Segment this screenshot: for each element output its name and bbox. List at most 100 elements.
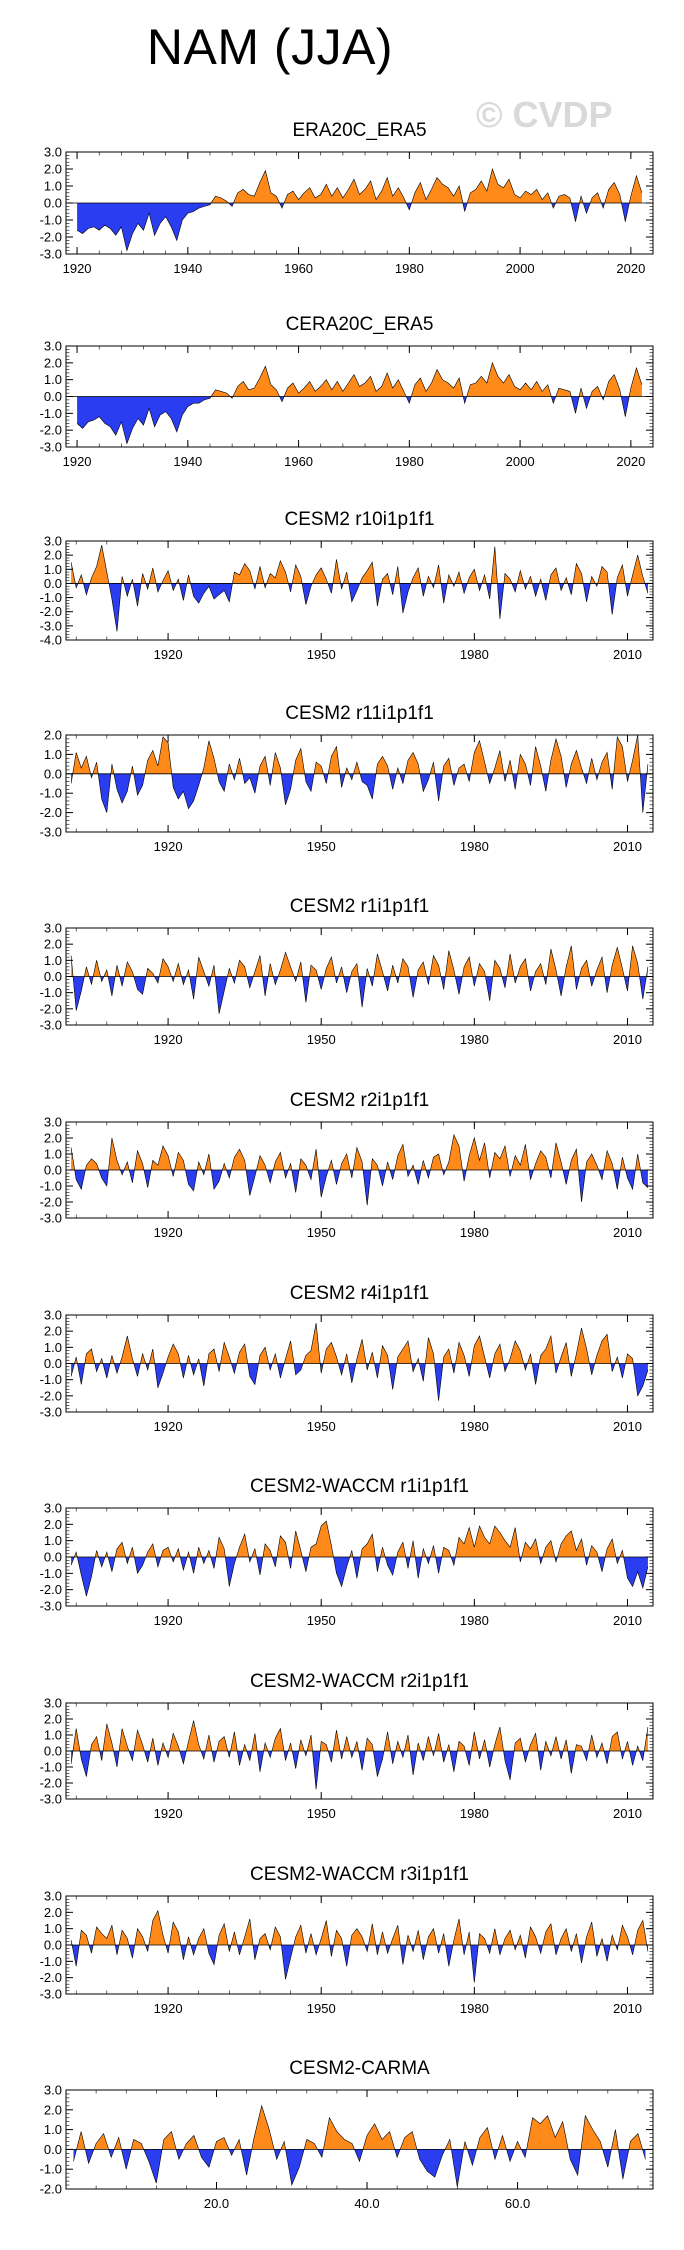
- positive-anomaly-area: [284, 177, 407, 203]
- negative-anomaly-area: [487, 773, 493, 784]
- positive-anomaly-area: [220, 1342, 232, 1364]
- negative-anomaly-area: [318, 1170, 329, 1198]
- positive-anomaly-area: [251, 1733, 258, 1751]
- negative-anomaly-area: [486, 1363, 493, 1378]
- positive-anomaly-area: [266, 560, 289, 584]
- negative-anomaly-area: [98, 1557, 106, 1567]
- negative-anomaly-area: [231, 1363, 237, 1374]
- positive-anomaly-area: [231, 1149, 246, 1170]
- negative-anomaly-area: [343, 976, 351, 993]
- negative-anomaly-area: [171, 773, 203, 809]
- x-tick-label: 2010: [613, 1225, 642, 1240]
- positive-anomaly-area: [162, 2131, 177, 2150]
- positive-anomaly-area: [581, 2115, 603, 2150]
- x-tick-label: 1980: [460, 1419, 489, 1434]
- positive-anomaly-area: [166, 1344, 181, 1364]
- negative-anomaly-area: [595, 773, 599, 780]
- negative-anomaly-area: [268, 1363, 273, 1370]
- positive-anomaly-area: [481, 1739, 487, 1751]
- negative-anomaly-area: [292, 1751, 299, 1769]
- negative-anomaly-area: [394, 2149, 401, 2158]
- positive-anomaly-area: [421, 1160, 427, 1170]
- x-tick-label: 2000: [506, 261, 535, 276]
- positive-anomaly-area: [629, 367, 642, 397]
- positive-anomaly-area: [503, 573, 512, 584]
- y-tick-label: 2.0: [44, 1712, 62, 1727]
- positive-anomaly-area: [263, 1743, 268, 1751]
- negative-anomaly-area: [274, 2149, 281, 2160]
- y-tick-label: 1.0: [44, 2122, 62, 2137]
- positive-anomaly-area: [309, 1521, 334, 1557]
- negative-anomaly-area: [279, 396, 284, 402]
- positive-anomaly-area: [610, 1935, 616, 1945]
- negative-anomaly-area: [253, 1945, 259, 1960]
- positive-anomaly-area: [506, 953, 514, 977]
- positive-anomaly-area: [615, 1357, 619, 1364]
- positive-anomaly-area: [445, 2139, 452, 2150]
- positive-anomaly-area: [215, 1537, 226, 1557]
- negative-anomaly-area: [595, 1751, 600, 1758]
- negative-anomaly-area: [180, 1945, 187, 1960]
- negative-anomaly-area: [564, 773, 570, 788]
- positive-anomaly-area: [590, 192, 602, 203]
- negative-anomaly-area: [267, 1751, 272, 1758]
- positive-anomaly-area: [141, 573, 146, 584]
- negative-anomaly-area: [435, 1557, 442, 1574]
- positive-anomaly-area: [323, 1342, 339, 1364]
- positive-anomaly-area: [569, 1149, 579, 1170]
- negative-anomaly-area: [639, 976, 647, 1000]
- positive-anomaly-area: [258, 1347, 269, 1364]
- positive-anomaly-area: [559, 1928, 570, 1945]
- positive-anomaly-area: [526, 2115, 569, 2150]
- positive-anomaly-area: [506, 760, 513, 774]
- x-tick-label: 2020: [616, 454, 645, 469]
- negative-anomaly-area: [124, 583, 132, 597]
- negative-anomaly-area: [532, 1363, 540, 1385]
- positive-anomaly-area: [604, 182, 622, 203]
- negative-anomaly-area: [155, 1751, 162, 1766]
- positive-anomaly-area: [410, 1540, 416, 1557]
- positive-anomaly-area: [390, 1925, 401, 1945]
- positive-anomaly-area: [298, 1739, 305, 1751]
- negative-anomaly-area: [513, 1945, 517, 1950]
- x-tick-label: 1950: [307, 1032, 336, 1047]
- positive-anomaly-area: [73, 1728, 80, 1751]
- positive-anomaly-area: [350, 963, 359, 977]
- negative-anomaly-area: [145, 1363, 150, 1370]
- negative-anomaly-area: [506, 2149, 515, 2162]
- negative-anomaly-area: [603, 1945, 611, 1962]
- positive-anomaly-area: [256, 566, 264, 584]
- y-tick-label: -4.0: [40, 633, 62, 648]
- x-tick-label: 2010: [613, 2001, 642, 2016]
- x-tick-label: 20.0: [204, 2196, 229, 2211]
- positive-anomaly-area: [406, 1935, 412, 1945]
- y-tick-label: 0.0: [44, 1938, 62, 1953]
- negative-anomaly-area: [567, 1751, 576, 1774]
- negative-anomaly-area: [329, 1945, 334, 1957]
- negative-anomaly-area: [201, 1557, 207, 1564]
- y-tick-label: -1.0: [40, 1954, 62, 1969]
- positive-anomaly-area: [134, 1730, 145, 1751]
- y-tick-label: 2.0: [44, 548, 62, 563]
- negative-anomaly-area: [583, 396, 591, 409]
- positive-anomaly-area: [552, 1736, 560, 1751]
- y-tick-label: -1.0: [40, 590, 62, 605]
- negative-anomaly-area: [226, 1170, 232, 1178]
- negative-anomaly-area: [610, 773, 614, 790]
- y-tick-label: 3.0: [44, 2083, 62, 2098]
- positive-anomaly-area: [211, 196, 229, 203]
- negative-anomaly-area: [420, 1945, 427, 1960]
- positive-anomaly-area: [411, 177, 463, 203]
- negative-anomaly-area: [603, 1751, 610, 1764]
- positive-anomaly-area: [232, 366, 280, 397]
- y-tick-label: -3.0: [40, 825, 62, 840]
- positive-anomaly-area: [144, 736, 172, 774]
- negative-anomaly-area: [129, 1170, 135, 1183]
- negative-anomaly-area: [283, 1170, 289, 1178]
- y-tick-label: 1.0: [44, 747, 62, 762]
- positive-anomaly-area: [603, 1150, 614, 1170]
- positive-anomaly-area: [365, 1738, 374, 1751]
- positive-anomaly-area: [206, 1550, 211, 1557]
- y-tick-label: -2.0: [40, 1776, 62, 1791]
- negative-anomaly-area: [108, 2149, 115, 2158]
